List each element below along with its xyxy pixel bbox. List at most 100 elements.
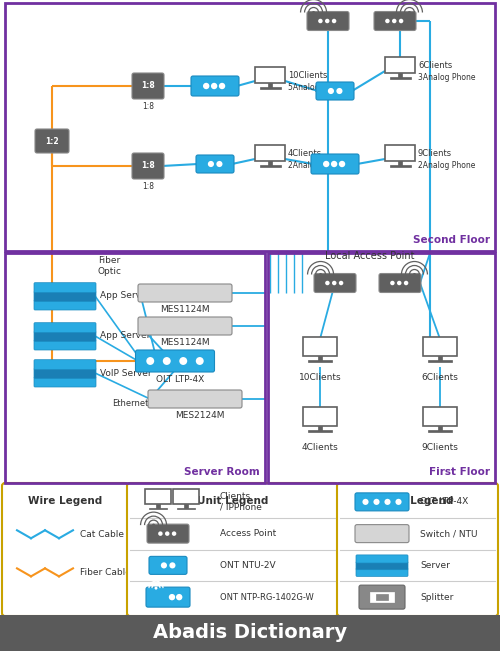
Text: App Server: App Server — [100, 331, 150, 340]
Circle shape — [397, 281, 402, 285]
FancyBboxPatch shape — [127, 483, 338, 616]
Text: 10Clients: 10Clients — [288, 70, 328, 79]
FancyBboxPatch shape — [34, 360, 96, 370]
Circle shape — [336, 88, 342, 94]
Text: Second Floor: Second Floor — [413, 235, 490, 245]
Text: 4Clients: 4Clients — [302, 443, 339, 452]
Bar — [303, 407, 337, 426]
Circle shape — [332, 19, 336, 23]
Bar — [385, 57, 415, 74]
Bar — [255, 67, 285, 83]
Text: 6Clients: 6Clients — [422, 373, 459, 382]
Text: Switch / NTU: Switch / NTU — [420, 529, 478, 538]
Circle shape — [396, 499, 402, 505]
FancyBboxPatch shape — [356, 568, 408, 576]
Bar — [385, 145, 415, 161]
Text: Server: Server — [420, 561, 450, 570]
Circle shape — [392, 19, 396, 23]
Circle shape — [158, 531, 162, 536]
Text: Access Point: Access Point — [220, 529, 276, 538]
Circle shape — [318, 19, 322, 23]
Circle shape — [384, 499, 390, 505]
Bar — [5, 3, 495, 251]
Bar — [156, 504, 160, 508]
Text: Unit Legend: Unit Legend — [197, 496, 268, 506]
Text: 1:8: 1:8 — [142, 182, 154, 191]
FancyBboxPatch shape — [356, 562, 408, 570]
FancyBboxPatch shape — [355, 525, 409, 543]
Circle shape — [362, 499, 368, 505]
Bar — [438, 426, 442, 431]
FancyBboxPatch shape — [311, 154, 359, 174]
Text: ONT NTU-2V: ONT NTU-2V — [220, 561, 276, 570]
Circle shape — [325, 19, 330, 23]
FancyBboxPatch shape — [379, 273, 421, 292]
Bar — [308, 360, 332, 362]
Bar — [423, 337, 457, 356]
Text: OLT LTP-4X: OLT LTP-4X — [156, 375, 204, 384]
Bar — [149, 508, 167, 509]
Bar — [268, 83, 272, 88]
Text: Clients
/ IPPhone: Clients / IPPhone — [220, 492, 262, 512]
Text: MES1124M: MES1124M — [160, 305, 210, 314]
Text: Ethernet: Ethernet — [112, 398, 148, 408]
FancyBboxPatch shape — [34, 292, 96, 301]
Circle shape — [208, 161, 214, 167]
FancyBboxPatch shape — [359, 585, 405, 609]
Text: 6Clients: 6Clients — [418, 61, 452, 70]
Text: VoIP Server: VoIP Server — [100, 368, 152, 378]
Circle shape — [319, 273, 322, 276]
Circle shape — [390, 281, 394, 285]
FancyBboxPatch shape — [34, 300, 96, 310]
Text: Fiber
Optic: Fiber Optic — [98, 256, 122, 276]
Circle shape — [176, 594, 182, 600]
Circle shape — [165, 531, 170, 536]
Bar — [390, 165, 410, 167]
Bar — [5, 253, 265, 483]
FancyBboxPatch shape — [136, 350, 214, 372]
FancyBboxPatch shape — [132, 153, 164, 179]
Circle shape — [404, 281, 408, 285]
Bar — [318, 356, 322, 361]
Text: Abadis Dictionary: Abadis Dictionary — [153, 624, 347, 643]
Circle shape — [196, 357, 203, 365]
FancyBboxPatch shape — [196, 155, 234, 173]
Bar — [268, 253, 495, 483]
Text: 1:8: 1:8 — [142, 102, 154, 111]
FancyBboxPatch shape — [34, 323, 96, 333]
Circle shape — [413, 273, 416, 276]
Text: 9Clients: 9Clients — [418, 148, 452, 158]
Bar — [398, 161, 402, 166]
Circle shape — [170, 562, 175, 568]
Circle shape — [339, 161, 345, 167]
Bar — [428, 360, 452, 362]
Bar — [145, 489, 171, 504]
FancyBboxPatch shape — [374, 12, 416, 31]
Bar — [318, 426, 322, 431]
Bar — [423, 407, 457, 426]
FancyBboxPatch shape — [34, 377, 96, 387]
FancyBboxPatch shape — [34, 331, 96, 341]
Circle shape — [323, 161, 330, 167]
FancyBboxPatch shape — [147, 524, 189, 543]
Circle shape — [216, 161, 222, 167]
Text: Fiber Cable: Fiber Cable — [80, 568, 131, 577]
FancyBboxPatch shape — [35, 129, 69, 153]
Bar — [0, 615, 500, 651]
Text: App Server: App Server — [100, 292, 150, 301]
Text: ONT NTP-RG-1402G-W: ONT NTP-RG-1402G-W — [220, 592, 314, 602]
FancyBboxPatch shape — [337, 483, 498, 616]
Circle shape — [169, 594, 175, 600]
Circle shape — [374, 499, 380, 505]
Circle shape — [180, 357, 187, 365]
Text: 4Clients: 4Clients — [288, 148, 322, 158]
Circle shape — [161, 562, 167, 568]
Text: Server Room: Server Room — [184, 467, 260, 477]
Text: Unit Legend: Unit Legend — [382, 496, 453, 506]
Text: Wire Legend: Wire Legend — [28, 496, 102, 506]
Bar — [376, 594, 388, 600]
Circle shape — [203, 83, 209, 89]
Bar — [438, 356, 442, 361]
FancyBboxPatch shape — [307, 12, 349, 31]
Text: MES1124M: MES1124M — [160, 338, 210, 347]
